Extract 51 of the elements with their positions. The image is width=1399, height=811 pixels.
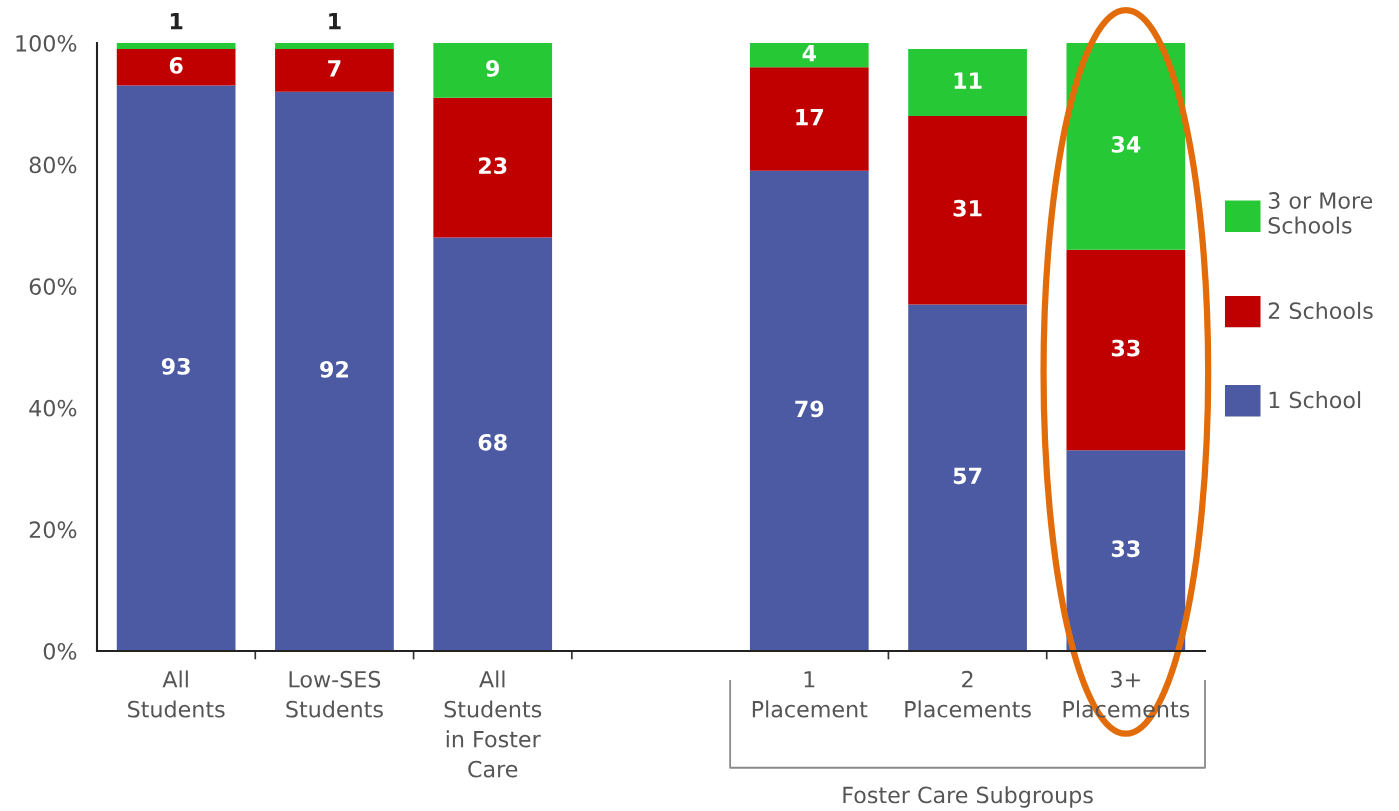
x-tick-label: 2 Placements [905,670,1031,718]
data-label: 33 [1111,339,1140,357]
y-tick-label: 0% [43,642,77,660]
text: Foster Care Subgroups [843,786,1093,808]
x-tick-label: All Students [128,670,225,718]
data-label: 17 [796,108,823,126]
bar [908,304,1027,651]
data-label: 11 [954,72,982,89]
bar [275,49,394,92]
data-label: 6 [169,56,183,74]
bar [908,49,1027,116]
data-label: 4 [802,45,816,62]
bar [749,43,869,68]
y-tick-label: 40% [29,399,77,417]
x-tick-label: Low-SES Students [286,670,383,718]
data-label: 1 [170,13,183,30]
legend-label: 2 Schools [1268,301,1373,320]
bar [116,43,236,50]
data-label: 9 [486,60,500,77]
data-label: 79 [795,400,824,418]
bar [116,85,236,651]
legend-label: 1 School [1269,391,1361,409]
bar [749,67,869,171]
data-label: 68 [478,433,507,451]
bar [433,237,553,651]
y-tick-label: 80% [29,156,77,174]
y-tick-label: 100% [16,34,77,52]
x-tick-label: 1 Placement [752,671,868,718]
y-tick-label: 20% [29,521,77,539]
data-label: 7 [328,60,341,77]
data-label: 34 [1111,136,1141,153]
data-label: 1 [329,13,341,30]
bar [275,91,394,651]
bar [433,43,553,98]
y-tick-label: 60% [29,278,77,295]
data-label: 33 [1111,540,1140,558]
bar [1066,249,1186,451]
bar [1066,43,1186,250]
data-label: 31 [953,199,982,217]
bar [1066,450,1186,651]
data-label: 23 [479,157,507,175]
legend-label: 3 or More Schools [1268,192,1373,234]
bar [749,170,869,651]
bar [433,97,553,238]
x-tick-label: All Students in Foster Care [444,670,542,778]
bar [275,43,394,50]
bar [116,49,236,86]
data-label: 93 [161,357,190,375]
bar [908,115,1027,305]
data-label: 92 [320,360,348,378]
data-label: 57 [953,467,982,485]
